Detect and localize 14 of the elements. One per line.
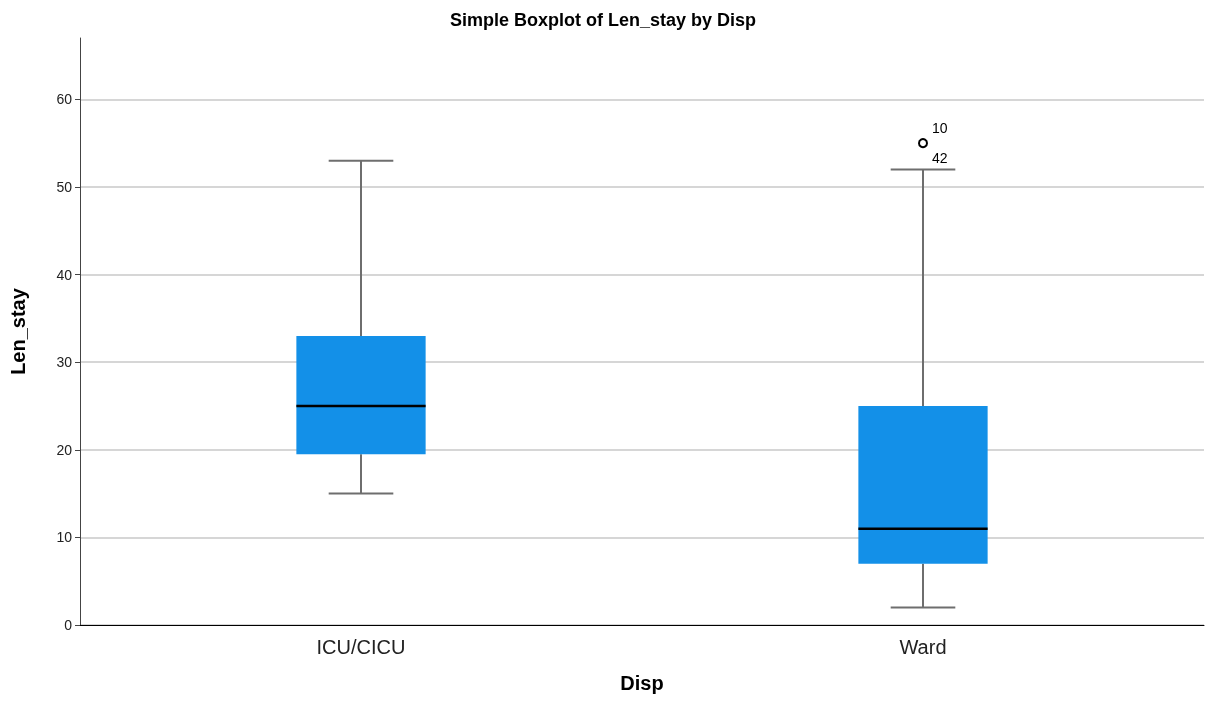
annotation: 42 [932,150,948,167]
chart-title: Simple Boxplot of Len_stay by Disp [449,10,757,30]
annotation: 10 [932,120,948,137]
y-tick-label: 30 [56,354,73,371]
y-axis-title: Len_stay [7,287,29,375]
y-tick-label: 20 [56,441,73,458]
y-tick-label: 10 [56,529,73,546]
y-tick-label: 60 [56,91,73,108]
x-tick-label: ICU/CICU [316,636,406,658]
y-tick-label: 50 [56,178,73,195]
x-axis-title: Disp [620,672,664,694]
x-tick-label: Ward [899,636,947,658]
y-tick-label: 0 [64,617,73,633]
y-tick-label: 40 [56,266,73,283]
